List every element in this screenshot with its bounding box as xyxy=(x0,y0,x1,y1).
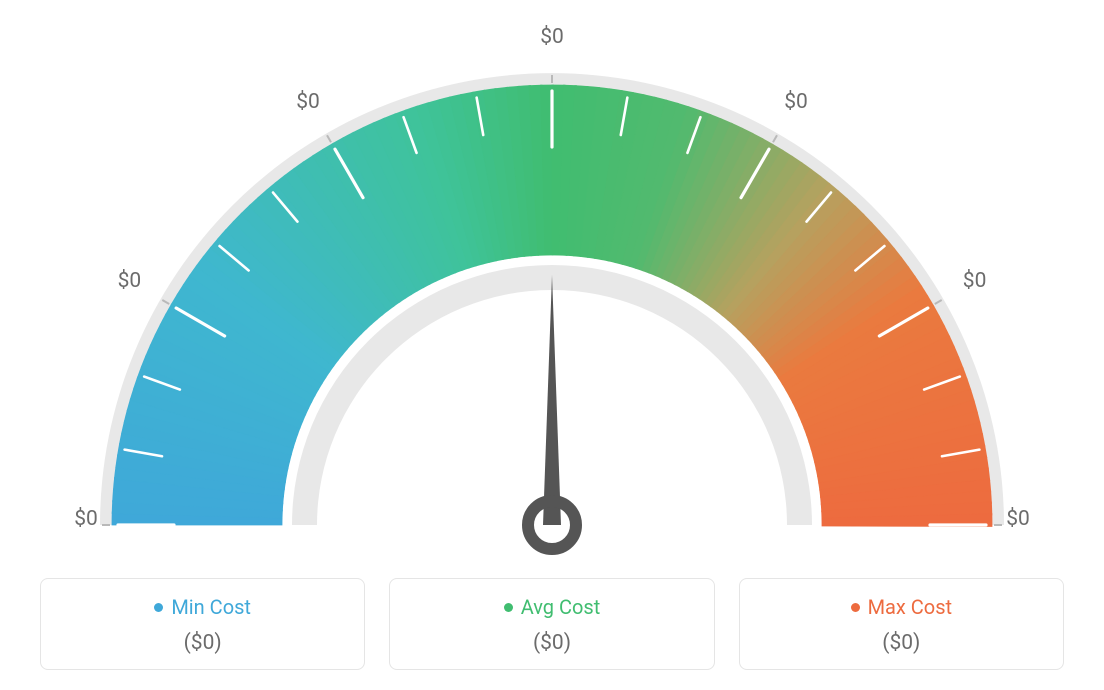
gauge-svg xyxy=(0,20,1104,580)
gauge-scale-label: $0 xyxy=(118,269,142,293)
legend-card-min: Min Cost ($0) xyxy=(40,578,365,670)
legend-value-min: ($0) xyxy=(51,631,354,655)
legend-title-avg: Avg Cost xyxy=(504,595,601,619)
legend-row: Min Cost ($0) Avg Cost ($0) Max Cost ($0… xyxy=(40,578,1064,670)
legend-label-avg: Avg Cost xyxy=(521,595,601,619)
legend-dot-min xyxy=(154,603,163,612)
legend-card-avg: Avg Cost ($0) xyxy=(389,578,714,670)
gauge-scale-label: $0 xyxy=(963,269,987,293)
legend-value-avg: ($0) xyxy=(400,631,703,655)
gauge-area: $0 $0 $0 $0 $0 $0 $0 xyxy=(0,0,1104,560)
gauge-scale-label: $0 xyxy=(296,90,320,114)
legend-label-max: Max Cost xyxy=(868,595,953,619)
gauge-scale-label: $0 xyxy=(784,90,808,114)
legend-card-max: Max Cost ($0) xyxy=(739,578,1064,670)
legend-label-min: Min Cost xyxy=(171,595,251,619)
gauge-scale-label: $0 xyxy=(74,507,98,531)
legend-title-min: Min Cost xyxy=(154,595,251,619)
legend-dot-avg xyxy=(504,603,513,612)
gauge-scale-label: $0 xyxy=(540,25,564,49)
gauge-scale-label: $0 xyxy=(1006,507,1030,531)
legend-dot-max xyxy=(851,603,860,612)
legend-value-max: ($0) xyxy=(750,631,1053,655)
legend-title-max: Max Cost xyxy=(851,595,953,619)
gauge-chart-container: $0 $0 $0 $0 $0 $0 $0 Min Cost ($0) Avg Cost ($… xyxy=(0,0,1104,690)
